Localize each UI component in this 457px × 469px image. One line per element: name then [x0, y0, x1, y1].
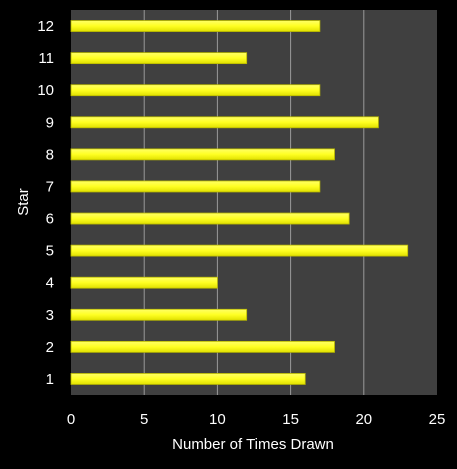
bar-star-12 [70, 20, 321, 32]
y-tick-label: 11 [38, 50, 54, 67]
gridlines [143, 10, 365, 395]
x-tick-label: 10 [209, 411, 226, 428]
y-tick-label: 3 [46, 307, 54, 324]
y-tick-label: 10 [37, 82, 54, 99]
bar-star-3 [70, 308, 248, 321]
bar-star-2 [70, 340, 335, 353]
x-tick-label: 5 [140, 411, 148, 428]
bar-star-1 [70, 373, 306, 385]
plot-area [71, 10, 437, 395]
y-tick-label: 1 [46, 371, 54, 388]
x-tick-label: 15 [282, 411, 299, 428]
bar-star-6 [70, 212, 350, 225]
y-tick-label: 7 [46, 178, 54, 195]
bar-star-10 [70, 84, 321, 97]
y-tick-label: 9 [46, 114, 54, 131]
x-tick-label: 20 [355, 411, 372, 428]
y-axis-title: Star [15, 188, 32, 216]
bar-star-11 [70, 52, 248, 65]
bar-star-5 [70, 244, 409, 257]
bars [70, 20, 409, 385]
x-axis-title: Number of Times Drawn [172, 436, 334, 453]
y-tick-label: 2 [46, 339, 54, 356]
y-tick-label: 5 [46, 243, 54, 260]
bar-star-9 [70, 116, 379, 129]
x-tick-label: 25 [429, 411, 446, 428]
bar-star-7 [70, 180, 321, 193]
bar-star-4 [70, 276, 218, 289]
x-tick-label: 0 [67, 411, 75, 428]
y-tick-label: 12 [37, 18, 54, 35]
y-tick-label: 4 [46, 275, 54, 292]
y-tick-label: 6 [46, 211, 54, 228]
bar-star-8 [70, 148, 335, 161]
y-tick-label: 8 [46, 146, 54, 163]
x-tick-labels: 0 5 10 15 20 25 [67, 411, 446, 428]
